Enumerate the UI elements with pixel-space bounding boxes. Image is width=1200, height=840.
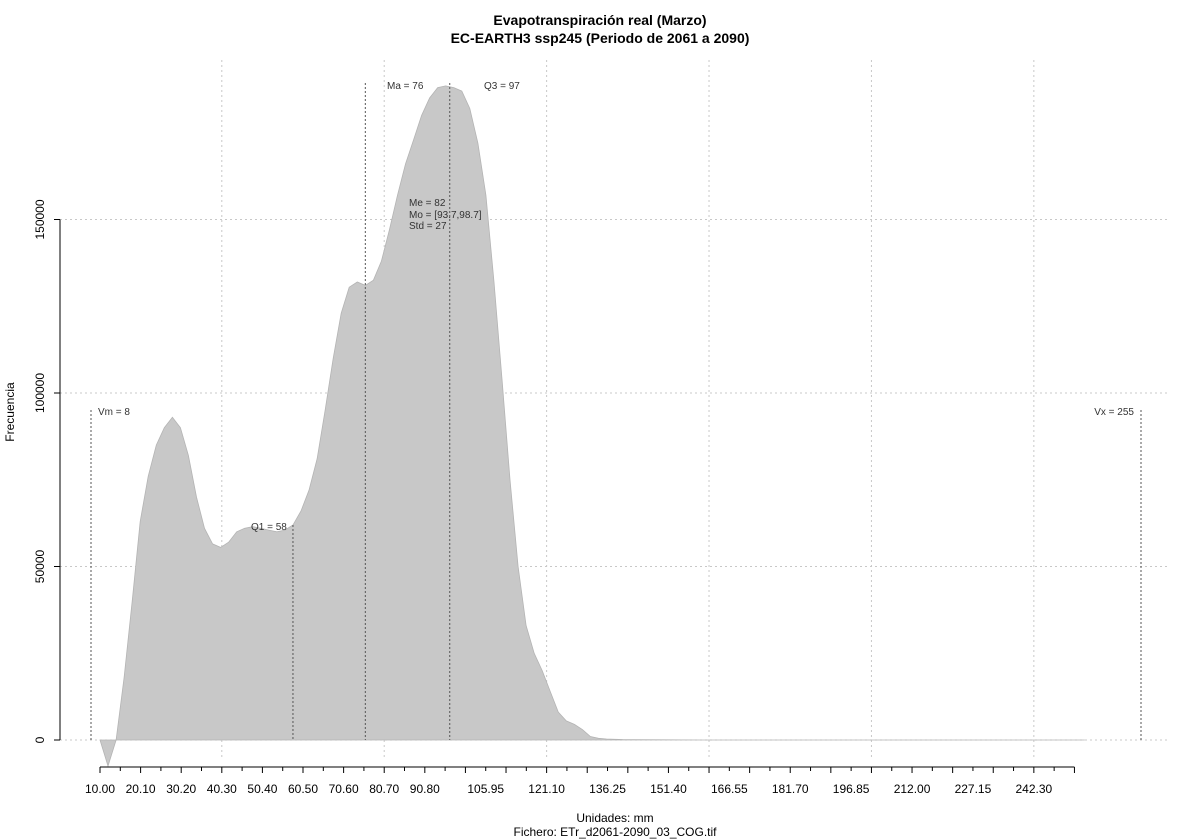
y-axis-label: Frecuencia <box>3 382 17 442</box>
vm-label: Vm = 8 <box>98 407 130 418</box>
q3-label: Q3 = 97 <box>484 81 520 92</box>
ma-label: Ma = 76 <box>387 81 424 92</box>
x-tick-label: 90.80 <box>410 782 440 796</box>
q1-label: Q1 = 58 <box>251 522 287 533</box>
x-tick-label: 30.20 <box>166 782 196 796</box>
vx-label: Vx = 255 <box>1094 407 1134 418</box>
statistic-markers: Vm = 8 Vx = 255 Q1 = 58 Ma = 76 Q3 = 97 Me = … <box>90 81 1142 740</box>
x-tick-label: 227.15 <box>955 782 992 796</box>
x-tick-label: 40.30 <box>207 782 237 796</box>
x-tick-label: 20.10 <box>126 782 156 796</box>
x-tick-label: 105.95 <box>467 782 504 796</box>
median-label: Me = 82 <box>409 198 446 209</box>
x-tick-label: 60.50 <box>288 782 318 796</box>
x-tick-label: 10.00 <box>85 782 115 796</box>
y-tick-label: 100000 <box>33 373 47 413</box>
x-tick-label: 212.00 <box>894 782 931 796</box>
units-label: Unidades: mm <box>576 811 654 825</box>
x-tick-label: 151.40 <box>650 782 687 796</box>
file-label: Fichero: ETr_d2061-2090_03_COG.tif <box>513 825 717 839</box>
y-tick-label: 50000 <box>33 549 47 583</box>
chart-subtitle: EC-EARTH3 ssp245 (Periodo de 2061 a 2090… <box>450 30 750 46</box>
x-tick-label: 181.70 <box>772 782 809 796</box>
x-tick-label: 50.40 <box>247 782 277 796</box>
mode-label: Mo = [93.7,98.7] <box>409 210 482 221</box>
x-tick-label: 121.10 <box>528 782 565 796</box>
x-tick-label: 196.85 <box>833 782 870 796</box>
density-area <box>99 85 1085 768</box>
x-tick-label: 136.25 <box>589 782 626 796</box>
x-tick-label: 166.55 <box>711 782 748 796</box>
y-tick-label: 150000 <box>33 199 47 239</box>
x-tick-label: 242.30 <box>1015 782 1052 796</box>
std-label: Std = 27 <box>409 221 447 232</box>
x-tick-label: 80.70 <box>369 782 399 796</box>
chart-title: Evapotranspiración real (Marzo) <box>493 12 707 28</box>
axes: 0 50000 100000 150000 10.00 20.10 30.20 40.30 50… <box>33 199 1075 796</box>
x-tick-label: 70.60 <box>329 782 359 796</box>
y-tick-label: 0 <box>33 736 47 743</box>
